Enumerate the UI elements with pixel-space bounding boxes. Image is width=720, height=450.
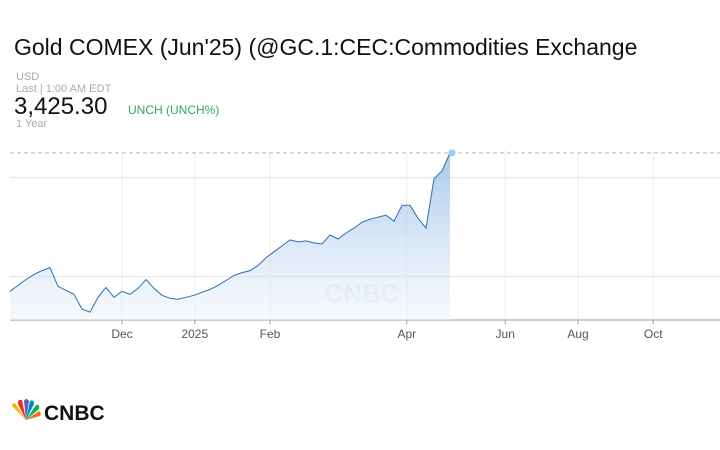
- logo-mark: [12, 399, 41, 420]
- x-tick-label: 2025: [181, 327, 208, 341]
- range-tab[interactable]: 1 Year: [16, 118, 48, 130]
- x-tick-label: Feb: [260, 327, 281, 341]
- last-point: [448, 149, 456, 157]
- area: [10, 152, 450, 320]
- line: [9, 152, 451, 313]
- x-tick-label: Aug: [567, 327, 588, 341]
- last-time: Last | 1:00 AM EDT: [16, 83, 111, 95]
- price: 3,425.30: [14, 93, 107, 120]
- plot: CNBCDec2025FebAprJunAugOct: [9, 149, 720, 341]
- x-tick-label: Dec: [111, 327, 132, 341]
- change: UNCH (UNCH%): [128, 103, 219, 117]
- currency: USD: [16, 71, 39, 83]
- logo-text: CNBC: [44, 402, 105, 425]
- title: Gold COMEX (Jun'25) (@GC.1:CEC:Commoditi…: [14, 34, 637, 60]
- x-tick-label: Oct: [644, 327, 663, 341]
- x-tick-label: Apr: [397, 327, 416, 341]
- x-tick-label: Jun: [496, 327, 515, 341]
